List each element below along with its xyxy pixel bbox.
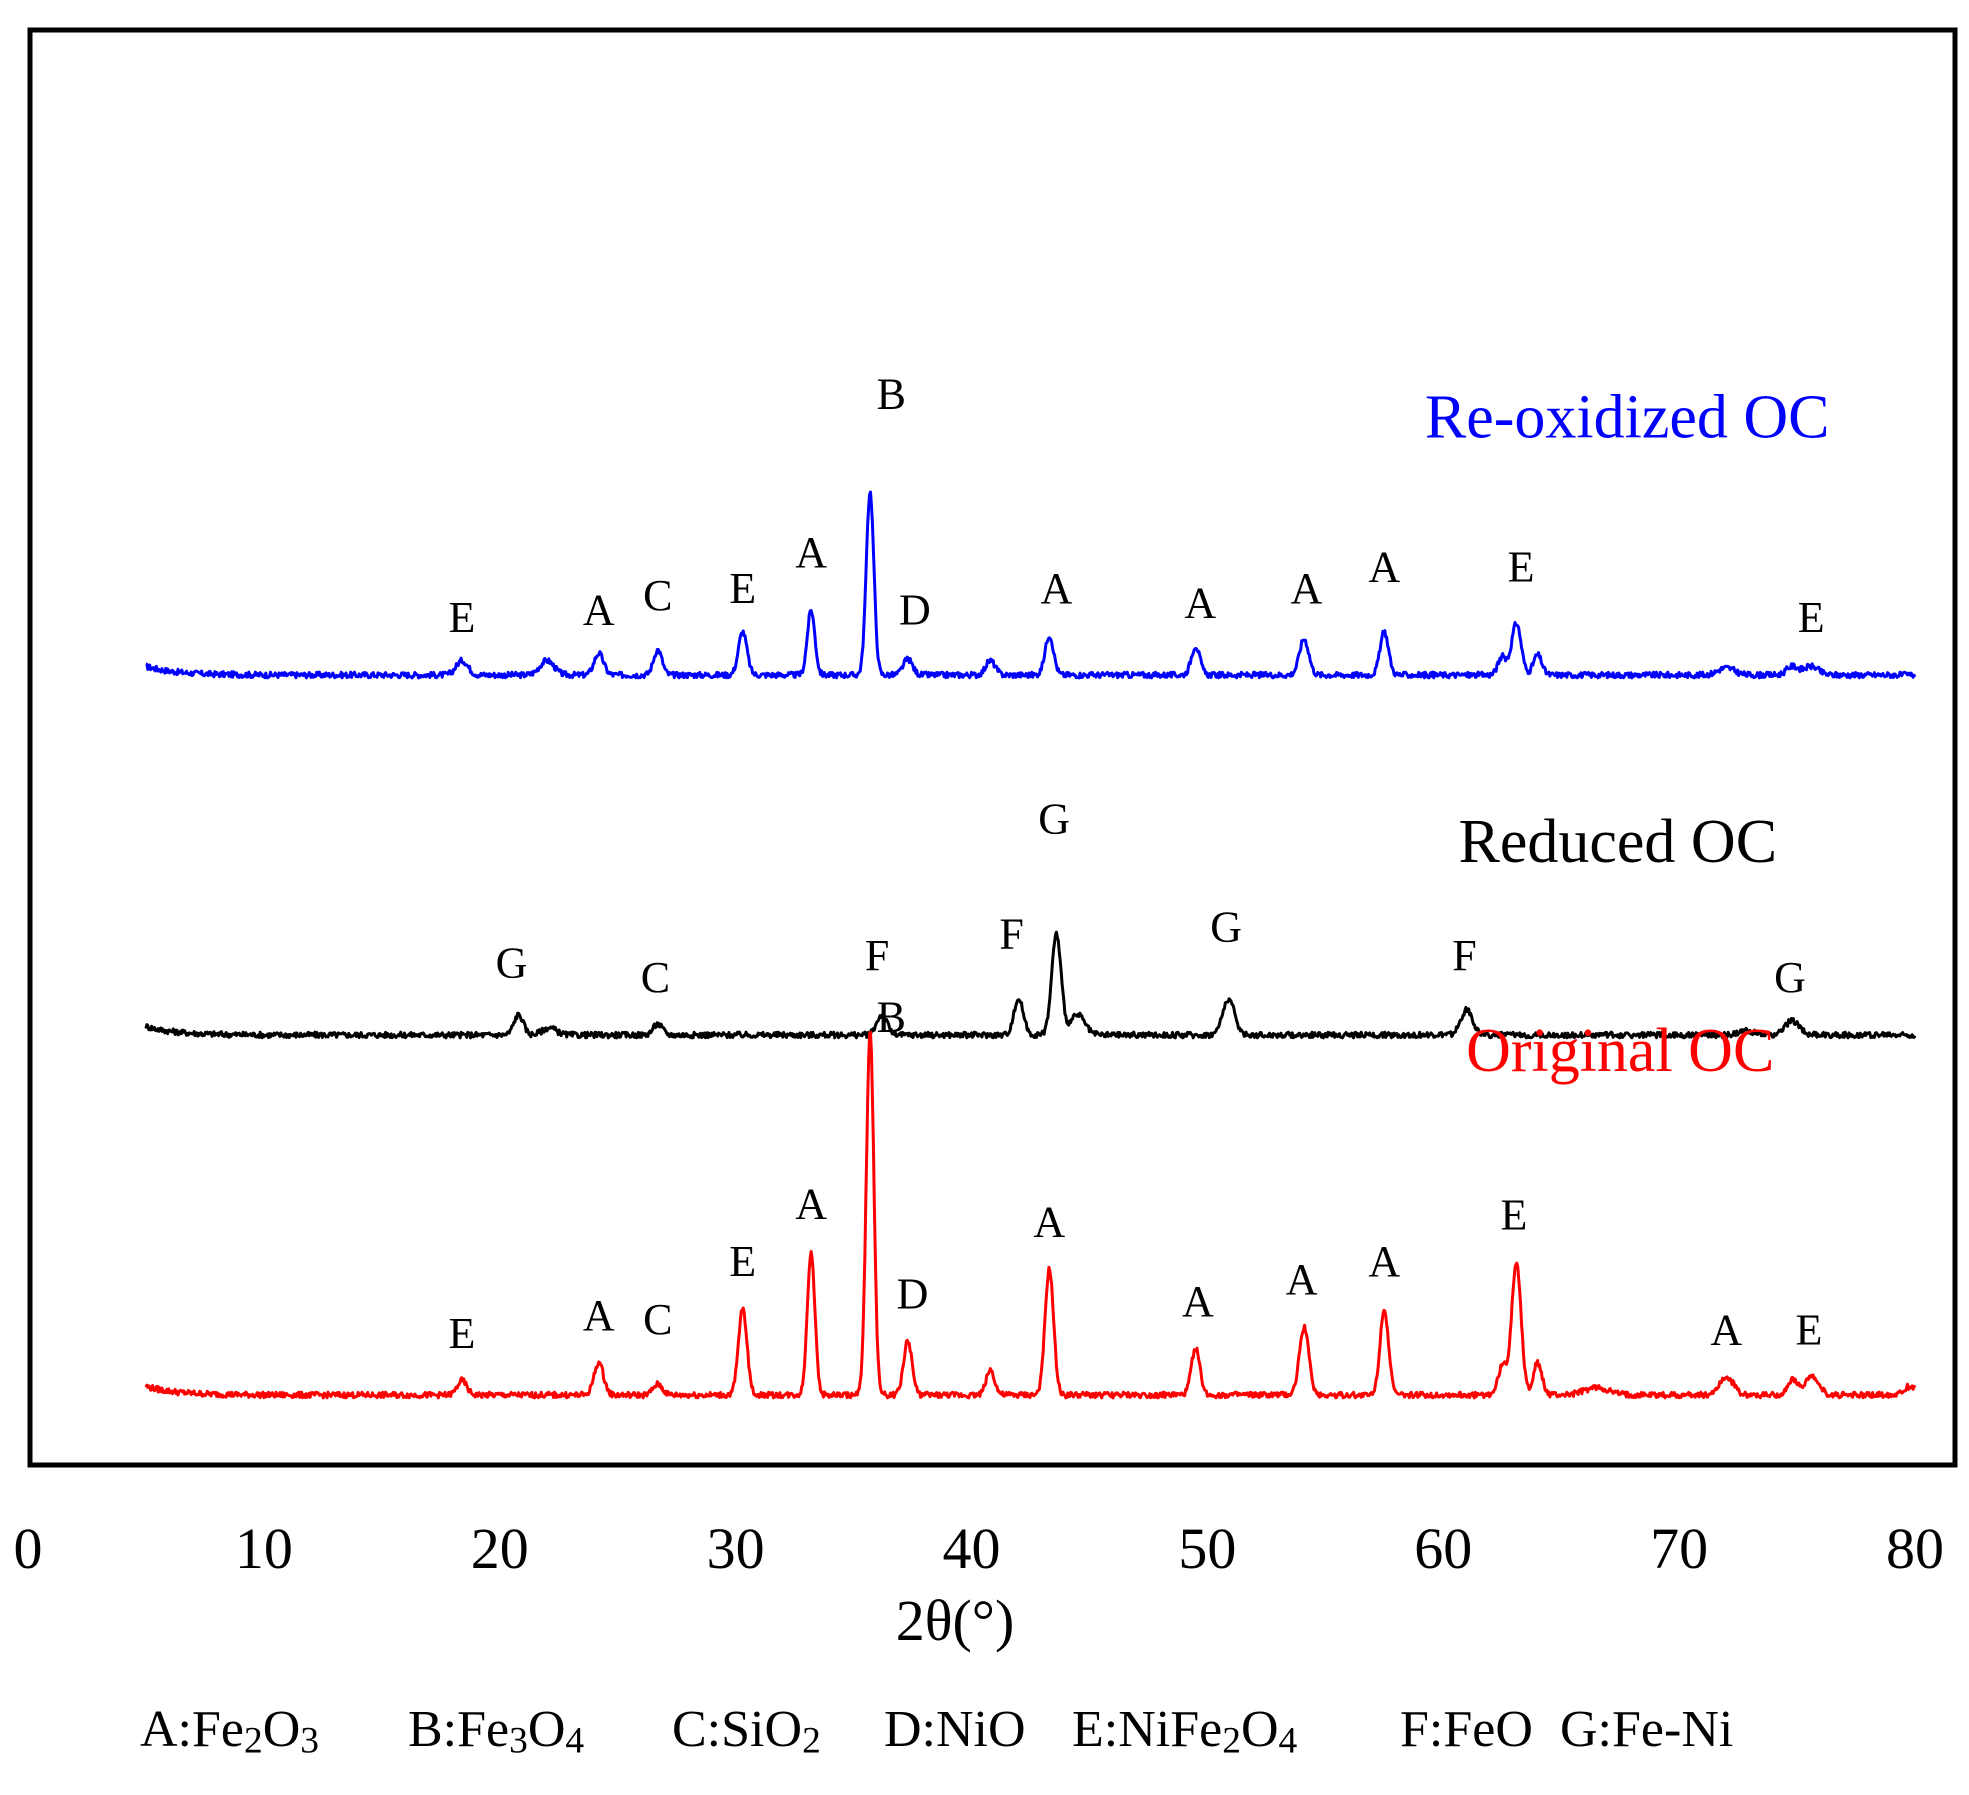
peak-label: A: [583, 586, 615, 635]
legend-item-e: E:NiFe2O4: [1072, 1701, 1298, 1762]
peak-label: A: [583, 1291, 615, 1340]
series-label-reduced-oc: Reduced OC: [1459, 808, 1778, 876]
x-tick-label: 60: [1414, 1516, 1472, 1581]
peak-label: B: [877, 370, 906, 419]
peak-label: F: [1452, 931, 1476, 980]
series-label-re-oxidized-oc: Re-oxidized OC: [1425, 383, 1830, 451]
legend-item-c: C:SiO2: [672, 1701, 821, 1762]
peak-label: E: [449, 593, 476, 642]
x-tick-label: 0: [14, 1516, 43, 1581]
x-tick-label: 20: [471, 1516, 529, 1581]
peak-label: C: [643, 1295, 672, 1344]
legend-item-f: F:FeO: [1400, 1701, 1533, 1758]
x-axis-ticks: 0 10 20 30 40 50 60 70 80: [14, 1516, 1945, 1581]
peak-label: F: [999, 910, 1023, 959]
series-layer: [144, 490, 1917, 1400]
peak-label: A: [1033, 1198, 1065, 1247]
legend-item-g: G:Fe-Ni: [1560, 1701, 1734, 1758]
x-tick-label: 80: [1886, 1516, 1944, 1581]
peak-label: A: [1291, 564, 1323, 613]
peak-label: B: [877, 992, 906, 1041]
peak-label: G: [1210, 902, 1242, 951]
x-axis-title: 2θ(°): [896, 1588, 1015, 1653]
peak-label: G: [1774, 953, 1806, 1002]
peak-label: E: [1795, 1306, 1822, 1355]
peak-label: A: [1182, 1277, 1214, 1326]
peak-label: E: [1501, 1190, 1528, 1239]
legend-item-d: D:NiO: [884, 1701, 1026, 1758]
peak-label: A: [1184, 578, 1216, 627]
peak-label: D: [899, 586, 931, 635]
peak-label: A: [1368, 542, 1400, 591]
plot-frame: [27, 27, 1958, 1468]
peak-label: E: [1508, 542, 1535, 591]
peak-label: D: [897, 1270, 929, 1319]
peak-label: G: [496, 938, 528, 987]
peak-label: E: [729, 564, 756, 613]
series-label-layer: Re-oxidized OC Reduced OC Original OC: [1425, 383, 1830, 1085]
peak-label: C: [643, 571, 672, 620]
peak-label: E: [729, 1237, 756, 1286]
x-tick-label: 30: [707, 1516, 765, 1581]
series-line-re-oxidized-oc: [145, 490, 1917, 680]
x-tick-label: 10: [235, 1516, 293, 1581]
peak-label: A: [1368, 1237, 1400, 1286]
series-label-original-oc: Original OC: [1466, 1017, 1774, 1085]
x-tick-label: 50: [1178, 1516, 1236, 1581]
peak-label: E: [1798, 593, 1825, 642]
phase-legend: A:Fe2O3 B:Fe3O4 C:SiO2 D:NiO E:NiFe2O4 F:FeO G…: [140, 1700, 1900, 1780]
peak-label: C: [641, 953, 670, 1002]
legend-item-b: B:Fe3O4: [408, 1701, 585, 1762]
peak-label: A: [1041, 564, 1073, 613]
peak-label: A: [1710, 1306, 1742, 1355]
peak-label: F: [865, 931, 889, 980]
peak-label: E: [449, 1309, 476, 1358]
peak-label: A: [795, 1180, 827, 1229]
legend-item-a: A:Fe2O3: [140, 1701, 319, 1762]
peak-label: G: [1038, 794, 1070, 843]
series-line-reduced-oc: [144, 930, 1917, 1040]
x-tick-label: 70: [1650, 1516, 1708, 1581]
series-line-original-oc: [144, 1030, 1917, 1400]
peak-label: A: [795, 528, 827, 577]
x-tick-label: 40: [943, 1516, 1001, 1581]
peak-label: A: [1286, 1255, 1318, 1304]
